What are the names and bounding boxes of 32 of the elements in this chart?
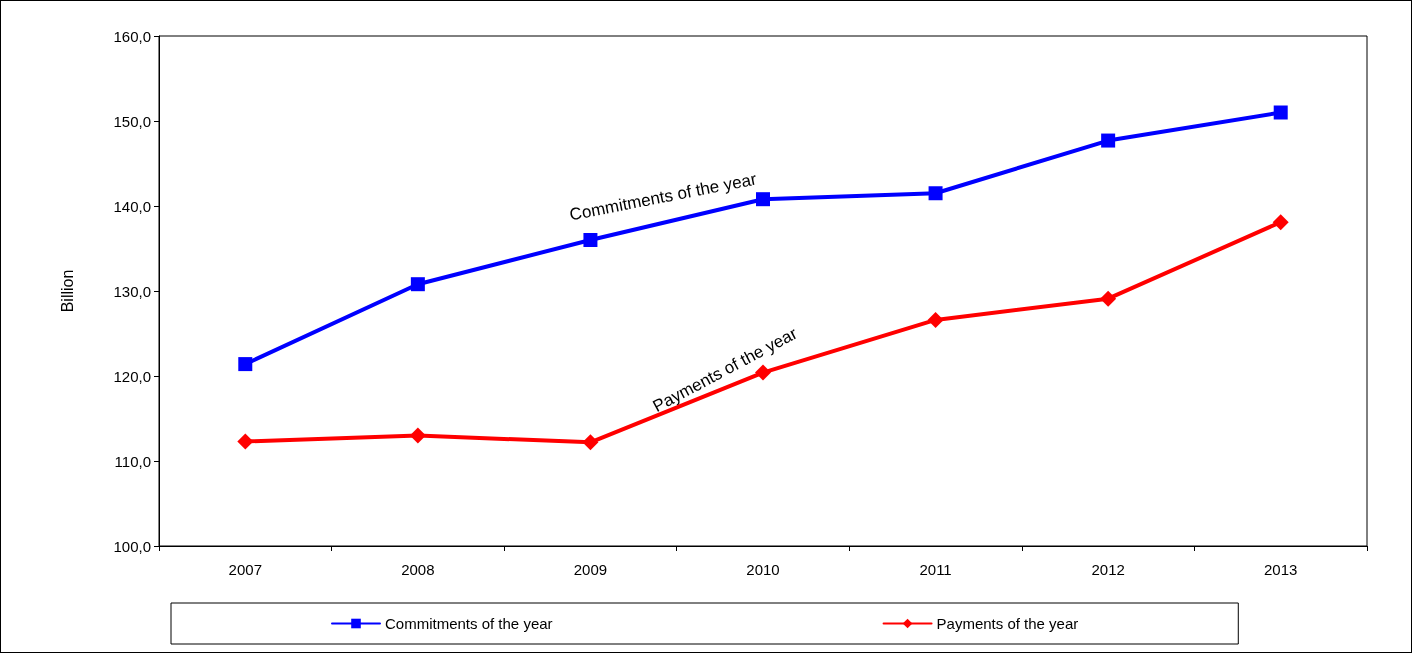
- point: [410, 277, 425, 292]
- point: [409, 427, 426, 444]
- point: [1100, 290, 1117, 307]
- point: [237, 433, 254, 450]
- x-tick-label: 2013: [1264, 561, 1298, 578]
- point: [1272, 214, 1289, 231]
- x-tick-label: 2012: [1091, 561, 1125, 578]
- x-tick-label: 2007: [228, 561, 262, 578]
- point: [582, 434, 599, 451]
- point: [1101, 133, 1116, 148]
- y-tick-label: 150,0: [113, 112, 151, 130]
- y-tick-label: 130,0: [113, 282, 151, 300]
- legend-label: Payments of the year: [936, 615, 1079, 632]
- y-axis-title: Billion: [58, 269, 76, 313]
- point: [1273, 105, 1288, 120]
- y-tick-label: 140,0: [113, 197, 151, 215]
- point: [583, 233, 598, 247]
- x-tick-label: 2008: [401, 561, 435, 578]
- legend-label: Commitments of the year: [385, 615, 553, 632]
- y-tick-label: 110,0: [114, 452, 151, 470]
- x-tick-label: 2009: [573, 561, 608, 578]
- point: [755, 364, 771, 381]
- x-tick-label: 2010: [746, 561, 780, 578]
- point: [238, 357, 253, 372]
- annotation: Commitments of the year: [567, 169, 759, 225]
- y-tick-label: 100,0: [113, 537, 151, 555]
- y-tick-label: 120,0: [113, 367, 151, 385]
- point: [928, 186, 943, 201]
- point: [756, 192, 770, 207]
- y-tick-label: 160,0: [113, 27, 151, 45]
- x-tick-label: 2011: [919, 561, 952, 578]
- point: [927, 311, 944, 328]
